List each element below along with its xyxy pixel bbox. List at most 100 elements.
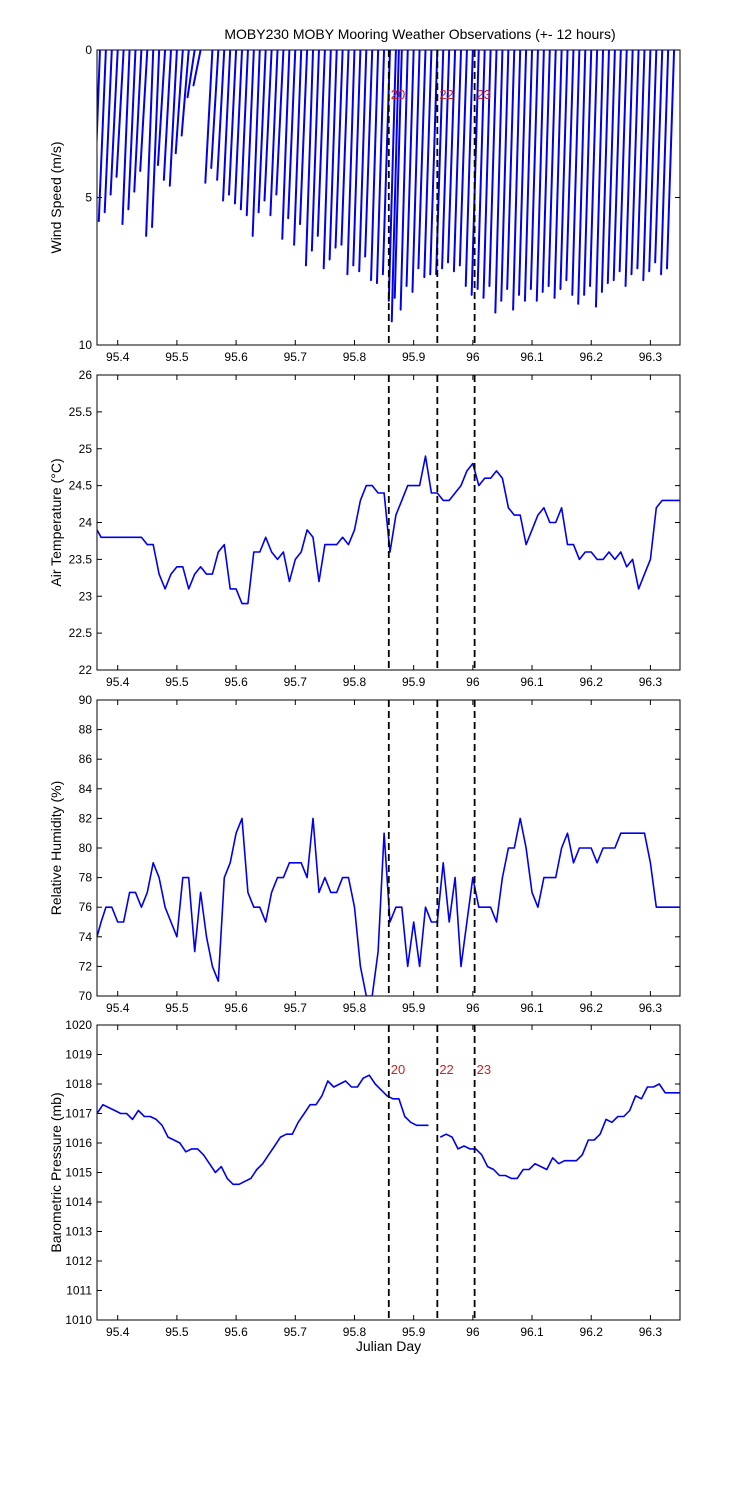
air-temperature-series-line (97, 455, 680, 605)
wind-stick (97, 50, 101, 157)
relative-humidity-ytick-label: 82 (79, 811, 93, 825)
wind-speed-xtick-label: 95.5 (165, 350, 189, 364)
wind-stick (482, 50, 492, 299)
wind-stick (417, 50, 427, 270)
air-temperature-ytick-label: 22 (79, 663, 93, 677)
wind-stick (304, 50, 315, 267)
barometric-pressure-xtick-label: 96.1 (520, 1325, 544, 1339)
relative-humidity-ytick-label: 72 (79, 959, 93, 973)
barometric-pressure-ytick-label: 1019 (65, 1048, 92, 1062)
wind-stick (139, 50, 149, 172)
wind-stick (127, 50, 137, 211)
wind-stick (281, 50, 291, 240)
barometric-pressure-xlabel: Julian Day (356, 1338, 421, 1354)
wind-stick (293, 50, 303, 246)
wind-stick (358, 50, 368, 273)
wind-stick (251, 50, 261, 237)
relative-humidity-ytick-label: 80 (79, 841, 93, 855)
relative-humidity-xtick-label: 95.4 (106, 1001, 130, 1015)
wind-stick (334, 50, 344, 249)
wind-stick (547, 50, 557, 287)
wind-stick (328, 50, 338, 261)
wind-stick (399, 50, 409, 311)
wind-stick (452, 50, 463, 273)
air-temperature-xtick-label: 96.3 (639, 675, 663, 689)
wind-stick (109, 50, 119, 196)
wind-speed-xtick-label: 95.6 (224, 350, 248, 364)
wind-stick (322, 50, 332, 270)
wind-stick (571, 50, 581, 296)
barometric-pressure-ytick-label: 1010 (65, 1313, 92, 1327)
barometric-pressure-ytick-label: 1012 (65, 1254, 92, 1268)
relative-humidity-ytick-label: 78 (79, 871, 93, 885)
wind-stick (370, 50, 380, 282)
air-temperature-ytick-label: 22.5 (69, 626, 93, 640)
relative-humidity-xtick-label: 95.6 (224, 1001, 248, 1015)
wind-stick (310, 50, 320, 252)
wind-speed-event-label: 23 (477, 87, 491, 102)
air-temperature-xtick-label: 95.4 (106, 675, 130, 689)
air-temperature-xtick-label: 95.5 (165, 675, 189, 689)
relative-humidity-xtick-label: 96 (466, 1001, 480, 1015)
wind-stick (535, 50, 545, 302)
barometric-pressure-xtick-label: 95.9 (402, 1325, 426, 1339)
barometric-pressure-xtick-label: 96.3 (639, 1325, 663, 1339)
relative-humidity-ytick-label: 70 (79, 989, 93, 1003)
wind-stick (145, 50, 155, 237)
wind-speed-xtick-label: 95.9 (402, 350, 426, 364)
wind-stick (346, 50, 356, 276)
wind-stick (642, 50, 652, 282)
relative-humidity-xtick-label: 95.7 (284, 1001, 308, 1015)
wind-speed-xtick-label: 95.7 (284, 350, 308, 364)
barometric-pressure-ytick-label: 1018 (65, 1077, 92, 1091)
wind-stick (192, 50, 202, 87)
air-temperature-ytick-label: 24 (79, 516, 93, 530)
air-temperature-ylabel: Air Temperature (°C) (48, 458, 64, 586)
barometric-pressure-event-label: 23 (477, 1062, 491, 1077)
wind-stick (216, 50, 226, 181)
air-temperature-panel: 95.4 95.5 95.6 95.7 95.8 95.9 96 96.1 96.2 96.3 22… (48, 368, 681, 689)
air-temperature-ytick-label: 26 (79, 368, 93, 382)
wind-stick (174, 50, 184, 155)
air-temperature-xtick-label: 96 (466, 675, 480, 689)
barometric-pressure-xtick-label: 95.5 (165, 1325, 189, 1339)
barometric-pressure-ytick-label: 1015 (65, 1166, 92, 1180)
wind-stick (257, 50, 267, 214)
wind-stick (618, 50, 628, 273)
air-temperature-xtick-label: 95.8 (343, 675, 367, 689)
wind-speed-event-label: 22 (439, 87, 453, 102)
wind-speed-xtick-label: 95.8 (343, 350, 367, 364)
wind-stick (245, 50, 255, 217)
wind-stick (269, 50, 279, 217)
relative-humidity-ytick-label: 84 (79, 782, 93, 796)
wind-stick (375, 50, 386, 285)
relative-humidity-ytick-label: 86 (79, 752, 93, 766)
wind-stick (541, 50, 551, 293)
wind-stick (606, 50, 616, 285)
wind-stick (316, 50, 326, 237)
air-temperature-xtick-label: 96.2 (580, 675, 604, 689)
wind-stick (115, 50, 125, 178)
wind-stick (227, 50, 238, 196)
wind-stick (630, 50, 640, 276)
wind-stick (518, 50, 528, 296)
barometric-pressure-event-label: 22 (439, 1062, 453, 1077)
wind-speed-xtick-label: 96.2 (580, 350, 604, 364)
wind-stick (506, 50, 516, 290)
wind-stick (352, 50, 362, 267)
wind-stick (589, 50, 599, 287)
air-temperature-ytick-label: 23 (79, 589, 93, 603)
wind-stick (162, 50, 172, 181)
barometric-pressure-panel: 95.4 95.5 95.6 95.7 95.8 95.9 96 96.1 96.2 96.3 10… (48, 1018, 681, 1354)
relative-humidity-ytick-label: 76 (79, 900, 93, 914)
wind-stick (553, 50, 563, 299)
wind-speed-xtick-label: 96.1 (520, 350, 544, 364)
wind-speed-ytick-label: 10 (79, 338, 93, 352)
wind-stick (500, 50, 510, 302)
wind-stick (488, 50, 498, 287)
air-temperature-ytick-label: 25.5 (69, 405, 93, 419)
wind-stick (121, 50, 131, 226)
barometric-pressure-series-line (97, 1074, 429, 1186)
wind-stick (665, 50, 676, 270)
